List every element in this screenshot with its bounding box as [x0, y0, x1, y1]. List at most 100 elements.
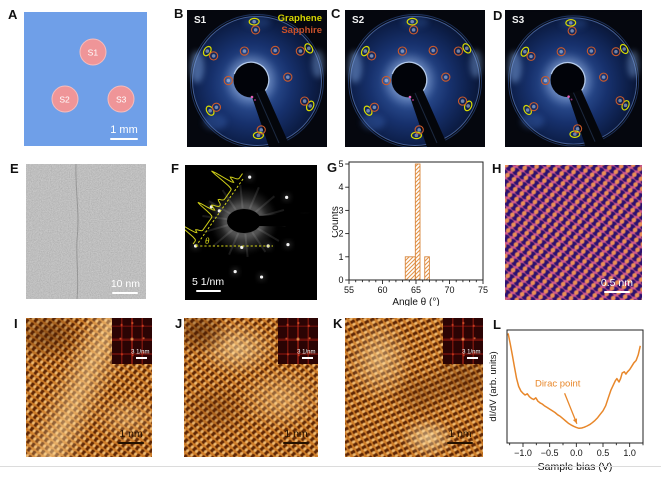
graphene-spot-annotation: [252, 131, 264, 140]
beam-stop: [227, 209, 261, 233]
axes-box: [506, 329, 644, 444]
panel-label-g: G: [327, 160, 338, 175]
diffraction-spot: [366, 108, 370, 113]
graphene-spot-annotation: [410, 131, 422, 140]
legend-graphene: Graphene: [277, 13, 322, 24]
diffraction-spot: [570, 29, 574, 33]
graphene-spot-annotation: [520, 46, 530, 57]
scale-bar-k-line: [447, 441, 473, 444]
sample-holder-arm: [409, 90, 457, 147]
panel-i-stm-image: 3 1/nm 1 nm: [26, 318, 152, 457]
svg-text:0: 0: [338, 275, 343, 285]
panel-label-j: J: [175, 316, 183, 331]
leed-pattern-graphic: [505, 11, 642, 147]
annotation-arrow: [563, 393, 578, 425]
sample-region-s2: S2: [51, 85, 79, 113]
fft-inset: 3 1/nm: [112, 318, 152, 364]
diffraction-spot: [286, 75, 290, 79]
sapphire-spot-annotation: [239, 46, 250, 56]
scale-bar-h-line: [603, 290, 630, 293]
graphene-spot-annotation: [304, 43, 314, 54]
panel-e-tem-image: 10 nm: [26, 164, 146, 299]
scale-bar-a-line: [110, 137, 138, 140]
diffraction-spot: [614, 49, 618, 54]
sapphire-spot-annotation: [573, 124, 583, 134]
sapphire-spot-annotation: [211, 102, 222, 112]
diffraction-spot: [372, 105, 377, 110]
leed-pattern-graphic: [345, 10, 485, 147]
graphene-spot-annotation: [565, 19, 577, 27]
scale-bar-j: 1 nm: [283, 428, 309, 444]
sapphire-spot-annotation: [366, 51, 377, 61]
diffraction-spot: [575, 127, 580, 131]
bottom-divider-line: [0, 466, 661, 467]
leed-legend: Graphene Sapphire: [278, 13, 322, 37]
x-axis-label: Sample bias (V): [538, 461, 613, 473]
diffraction-spot: [623, 103, 628, 108]
diffraction-spot: [240, 245, 244, 249]
sapphire-spot-annotation: [223, 75, 233, 86]
scale-bar-j-line: [283, 441, 309, 444]
panel-label-k: K: [333, 316, 343, 331]
sapphire-spot-annotation: [295, 46, 306, 56]
graphene-spot-annotation: [202, 45, 212, 57]
fft-inset: 3 1/nm: [443, 318, 483, 364]
diffraction-spot: [226, 78, 231, 83]
scale-bar-k-label: 1 nm: [448, 427, 472, 440]
intensity-profile-curve: [185, 170, 243, 245]
panel-d-leed-image: S3: [505, 10, 642, 147]
diffraction-spot: [532, 104, 536, 109]
panel-label-d: D: [493, 8, 503, 23]
profile-axis-line: [195, 178, 244, 247]
sapphire-spot-annotation: [428, 45, 438, 56]
diffraction-spot: [233, 270, 237, 274]
panel-label-h: H: [492, 161, 502, 176]
svg-text:1: 1: [338, 252, 343, 262]
didv-curve: [507, 333, 642, 430]
diffraction-spot: [465, 46, 469, 51]
sapphire-spot-annotation: [299, 96, 310, 106]
sapphire-spot-annotation: [611, 47, 621, 57]
fft-inset-scale-label: 3 1/nm: [130, 348, 149, 355]
sapphire-spot-annotation: [599, 72, 609, 82]
panel-j-stm-image: 3 1/nm 1 nm: [184, 318, 318, 457]
diffraction-spot: [466, 104, 470, 108]
sapphire-spot-annotation: [256, 125, 266, 135]
sapphire-spot-annotation: [540, 75, 550, 86]
sapphire-spot-annotation: [250, 25, 261, 35]
sample-label-b: S1: [194, 15, 207, 26]
chart-spectrum: −1.0 −0.5 0.0 0.5 1.0 Dirac point Sample bias …: [488, 329, 644, 473]
panel-f-diffraction-image: θ 5 1/nm: [185, 165, 317, 300]
sapphire-spot-annotation: [381, 75, 391, 86]
panel-label-c: C: [331, 6, 341, 21]
fft-inset-scale-label: 3 1/nm: [296, 348, 315, 355]
diffraction-spot: [259, 275, 264, 279]
fft-inset-scale-line: [136, 357, 147, 359]
svg-text:0.5: 0.5: [597, 448, 610, 458]
svg-text:55: 55: [344, 285, 354, 295]
sample-region-s1: S1: [79, 38, 107, 66]
sapphire-spot-annotation: [441, 72, 451, 82]
panel-h-atomic-image: 0.5 nm: [505, 165, 642, 300]
legend-sapphire: Sapphire: [281, 25, 322, 36]
theta-symbol: θ: [205, 236, 210, 246]
sapphire-spot-annotation: [397, 46, 408, 56]
scale-bar-f: 5 1/nm: [192, 276, 224, 292]
sample-region-s2-label: S2: [59, 94, 70, 105]
diffraction-spot: [273, 48, 277, 53]
svg-text:3: 3: [338, 205, 343, 215]
diffraction-spot: [431, 48, 435, 53]
diffraction-spot: [285, 195, 289, 199]
diffraction-spot: [286, 243, 290, 247]
diffraction-spot: [307, 46, 311, 51]
tem-noise-graphic: [26, 164, 146, 299]
beam-stop-arm: [255, 213, 317, 227]
sapphire-spot-annotation: [615, 96, 625, 106]
svg-text:70: 70: [444, 285, 454, 295]
diffraction-spot: [302, 99, 307, 103]
diffraction-spot: [242, 49, 247, 53]
histogram-bar: [414, 163, 421, 281]
panel-c-leed-image: S2: [345, 10, 485, 147]
panel-label-a: A: [8, 7, 18, 22]
graphene-spot-annotation: [248, 17, 260, 26]
